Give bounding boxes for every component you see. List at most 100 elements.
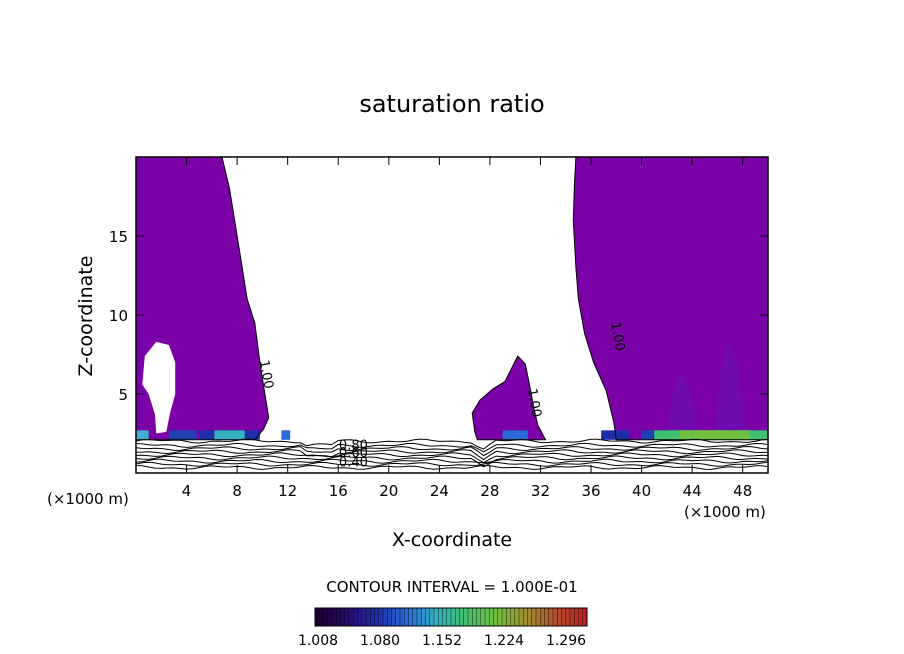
region-left-hole xyxy=(142,341,176,434)
saturation-band xyxy=(214,430,245,440)
colorbar-cell xyxy=(459,608,465,626)
x-tick-label: 12 xyxy=(278,482,297,500)
colorbar-cell xyxy=(463,608,469,626)
saturation-band xyxy=(679,430,750,440)
saturation-band xyxy=(502,430,528,440)
colorbar-cell xyxy=(327,608,333,626)
plot-area: 1.001.001.000.800.600.404 8 12 16 20 24 28 32 36… xyxy=(109,156,769,500)
colorbar-cell xyxy=(561,608,567,626)
y-tick-label: 5 xyxy=(118,386,128,404)
contour-line xyxy=(135,458,769,464)
colorbar-cell xyxy=(536,608,541,626)
saturation-band xyxy=(281,430,291,440)
contour-label: 0.80 xyxy=(339,438,368,453)
colorbar-cell xyxy=(344,608,350,626)
colorbar-frame xyxy=(314,607,588,627)
colorbar-cell xyxy=(553,608,558,626)
colorbar-cell xyxy=(574,608,579,626)
colorbar-cell xyxy=(540,608,545,626)
colorbar-cell xyxy=(336,608,341,626)
colorbar-cell xyxy=(514,608,520,626)
colorbar-cell xyxy=(472,608,477,626)
colorbar: 1.008 1.080 1.152 1.224 1.296 xyxy=(298,607,588,649)
colorbar-cell xyxy=(400,608,405,626)
x-tick-label: 48 xyxy=(733,482,752,500)
colorbar-cell xyxy=(434,608,439,626)
colorbar-cell xyxy=(519,608,524,626)
contour-line xyxy=(135,455,769,468)
colorbar-cell xyxy=(332,608,337,626)
colorbar-cell xyxy=(455,608,460,626)
chart-title: saturation ratio xyxy=(359,90,544,118)
colorbar-cell xyxy=(438,608,443,626)
colorbar-cell xyxy=(315,608,320,626)
colorbar-cell xyxy=(387,608,392,626)
colorbar-cell xyxy=(557,608,562,626)
region-plume xyxy=(666,370,699,436)
contour-label: 0.60 xyxy=(339,446,368,461)
colorbar-cell xyxy=(523,608,528,626)
x-tick-label: 28 xyxy=(480,482,499,500)
colorbar-cell xyxy=(442,608,448,626)
colorbar-cell xyxy=(429,608,435,626)
colorbar-cell xyxy=(582,608,588,626)
x-unit-label: (×1000 m) xyxy=(47,490,129,508)
colorbar-cell xyxy=(468,608,473,626)
contour-line xyxy=(135,442,769,453)
colorbar-cell xyxy=(476,608,482,626)
contour-line xyxy=(135,445,769,457)
colorbar-cell xyxy=(391,608,397,626)
colorbar-cell xyxy=(548,608,554,626)
colorbar-cell xyxy=(485,608,490,626)
x-tick-label: 32 xyxy=(531,482,550,500)
colorbar-cell xyxy=(361,608,367,626)
colorbar-cell xyxy=(408,608,414,626)
colorbar-cell xyxy=(425,608,431,626)
colorbar-cell xyxy=(421,608,426,626)
y-tick-label: 10 xyxy=(109,307,128,325)
colorbar-cell xyxy=(489,608,494,626)
colorbar-cell xyxy=(480,608,486,626)
colorbar-cell xyxy=(502,608,507,626)
colorbar-cell xyxy=(417,608,422,626)
saturation-band xyxy=(168,430,197,440)
contour-label: 1.00 xyxy=(256,359,276,390)
colorbar-cell xyxy=(378,608,384,626)
x-tick-label: 40 xyxy=(632,482,651,500)
colorbar-cell xyxy=(451,608,456,626)
x-tick-label: 24 xyxy=(430,482,449,500)
y-axis-label: Z-coordinate xyxy=(75,256,97,377)
contour-interval-label: CONTOUR INTERVAL = 1.000E-01 xyxy=(326,578,577,596)
colorbar-cell xyxy=(446,608,452,626)
colorbar-cell xyxy=(323,608,329,626)
colorbar-tick-label: 1.296 xyxy=(546,633,586,649)
region-plume xyxy=(714,340,748,436)
colorbar-cell xyxy=(340,608,346,626)
colorbar-cell xyxy=(404,608,409,626)
x-tick-label: 16 xyxy=(329,482,348,500)
colorbar-cell xyxy=(357,608,363,626)
contour-line xyxy=(471,355,547,441)
colorbar-tick-label: 1.008 xyxy=(298,633,338,649)
y-tick-label: 15 xyxy=(109,228,128,246)
colorbar-cell xyxy=(570,608,575,626)
colorbar-cell xyxy=(510,608,516,626)
y-unit-label: (×1000 m) xyxy=(684,503,766,521)
colorbar-cell xyxy=(412,608,418,626)
contour-line xyxy=(135,452,769,464)
x-tick-label: 8 xyxy=(232,482,242,500)
x-tick-label: 36 xyxy=(581,482,600,500)
colorbar-cell xyxy=(319,608,324,626)
x-axis-label: X-coordinate xyxy=(392,529,512,551)
colorbar-tick-label: 1.224 xyxy=(484,633,524,649)
x-tick-label: 4 xyxy=(182,482,192,500)
colorbar-cell xyxy=(395,608,401,626)
contour-line xyxy=(135,449,769,461)
saturation-band xyxy=(136,430,149,440)
colorbar-cell xyxy=(349,608,354,626)
colorbar-cell xyxy=(366,608,371,626)
saturation-band xyxy=(601,430,629,440)
colorbar-tick-label: 1.080 xyxy=(360,633,400,649)
colorbar-cell xyxy=(374,608,380,626)
